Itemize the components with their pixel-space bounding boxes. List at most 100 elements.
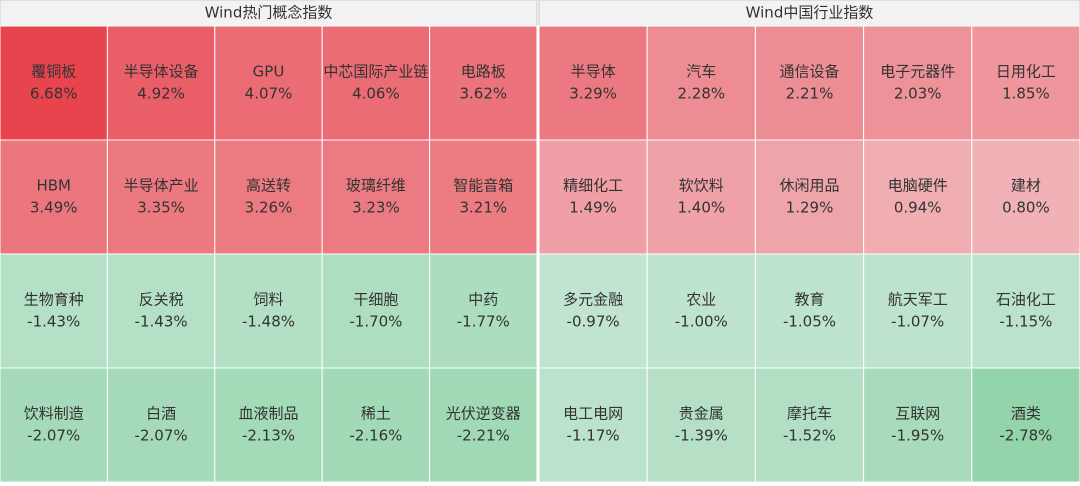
cell-value: -1.15% [999, 313, 1052, 331]
cell-label: 日用化工 [996, 63, 1056, 81]
cell [429, 139, 538, 255]
cell [214, 139, 323, 255]
cell-value: 3.49% [30, 199, 78, 217]
cell-value: -1.43% [135, 313, 188, 331]
cell [429, 25, 538, 141]
cell-label: 电脑硬件 [888, 177, 948, 195]
cell-label: 互联网 [895, 405, 940, 423]
cell-label: 中药 [468, 291, 498, 309]
cell [106, 25, 216, 141]
cell-value: -1.52% [783, 427, 836, 445]
cell-value: 3.21% [459, 199, 507, 217]
panel-header [0, 0, 538, 27]
cell-value: -1.48% [242, 313, 295, 331]
cell-label: 摩托车 [787, 405, 832, 423]
cell-label: 白酒 [146, 405, 176, 423]
cell-value: 0.80% [1002, 199, 1050, 217]
cell-label: 反关税 [139, 291, 184, 309]
cell-label: 饮料制造 [24, 405, 84, 423]
cell-value: -1.43% [27, 313, 80, 331]
cell-label: 精细化工 [563, 177, 623, 195]
cell-label: 覆铜板 [31, 63, 76, 81]
panel-title: Wind中国行业指数 [746, 4, 874, 22]
cell-label: 生物育种 [24, 291, 84, 309]
cell-label: 稀土 [361, 405, 391, 423]
cell-label: HBM [36, 177, 71, 195]
cell-label: 光伏逆变器 [446, 405, 521, 423]
cell-value: -2.78% [999, 427, 1052, 445]
cell-label: 建材 [1011, 177, 1041, 195]
cell [646, 139, 756, 255]
cell-value: -2.16% [349, 427, 402, 445]
cell-value: -1.77% [457, 313, 510, 331]
cell [538, 367, 648, 483]
cell-value: -2.07% [27, 427, 80, 445]
cell-value: 3.23% [352, 199, 400, 217]
cell [971, 253, 1080, 369]
cell-value: -1.17% [567, 427, 620, 445]
cell-label: 血液制品 [238, 405, 298, 423]
cell-label: 中芯国际产业链 [323, 63, 428, 81]
cell [106, 367, 216, 483]
cell-value: -1.70% [349, 313, 402, 331]
cell-label: 教育 [794, 291, 824, 309]
cell [321, 367, 431, 483]
cell-value: 1.29% [786, 199, 834, 217]
cell-label: 通信设备 [779, 63, 839, 81]
cell [106, 139, 216, 255]
cell-value: 3.62% [459, 85, 507, 103]
cell [429, 253, 538, 369]
cell [646, 25, 756, 141]
cell-value: -2.13% [242, 427, 295, 445]
cell [214, 25, 323, 141]
cell-label: 休闲用品 [779, 177, 839, 195]
cell-label: 软饮料 [679, 177, 724, 195]
cell-value: -1.95% [891, 427, 944, 445]
cell-label: 贵金属 [679, 405, 724, 423]
cell-value: 4.06% [352, 85, 400, 103]
cell [754, 253, 865, 369]
cell-label: 智能音箱 [453, 177, 513, 195]
cell [106, 253, 216, 369]
cell [754, 25, 865, 141]
cell-label: 石油化工 [996, 291, 1056, 309]
cell-label: 多元金融 [563, 291, 623, 309]
cell-value: 2.21% [786, 85, 834, 103]
cell-value: -1.39% [675, 427, 728, 445]
cell-label: GPU [253, 63, 285, 81]
cell-value: 1.85% [1002, 85, 1050, 103]
panel-header [538, 0, 1080, 27]
cell [214, 367, 323, 483]
cell [0, 139, 108, 255]
cell [0, 25, 108, 141]
cell [754, 139, 865, 255]
cell-value: -0.97% [567, 313, 620, 331]
cell-value: 1.40% [677, 199, 725, 217]
cell [321, 139, 431, 255]
cell [971, 367, 1080, 483]
cell [863, 367, 973, 483]
cell-label: 饲料 [253, 291, 283, 309]
cell [321, 25, 431, 141]
cell-value: -1.00% [675, 313, 728, 331]
cell-value: -1.07% [891, 313, 944, 331]
cell-label: 农业 [686, 291, 716, 309]
cell-label: 干细胞 [353, 291, 398, 309]
cell [214, 253, 323, 369]
cell-label: 酒类 [1011, 405, 1041, 423]
cell [429, 367, 538, 483]
cell-value: -2.07% [135, 427, 188, 445]
cell-value: 3.35% [137, 199, 185, 217]
cell-value: 0.94% [894, 199, 942, 217]
cell [538, 25, 648, 141]
cell-value: -2.21% [457, 427, 510, 445]
cell [863, 25, 973, 141]
cell [646, 253, 756, 369]
cell-label: 高送转 [246, 177, 291, 195]
cell [971, 25, 1080, 141]
cell-label: 玻璃纤维 [346, 177, 406, 195]
cell-value: 3.29% [569, 85, 617, 103]
cell [538, 253, 648, 369]
cell-label: 半导体产业 [124, 177, 199, 195]
